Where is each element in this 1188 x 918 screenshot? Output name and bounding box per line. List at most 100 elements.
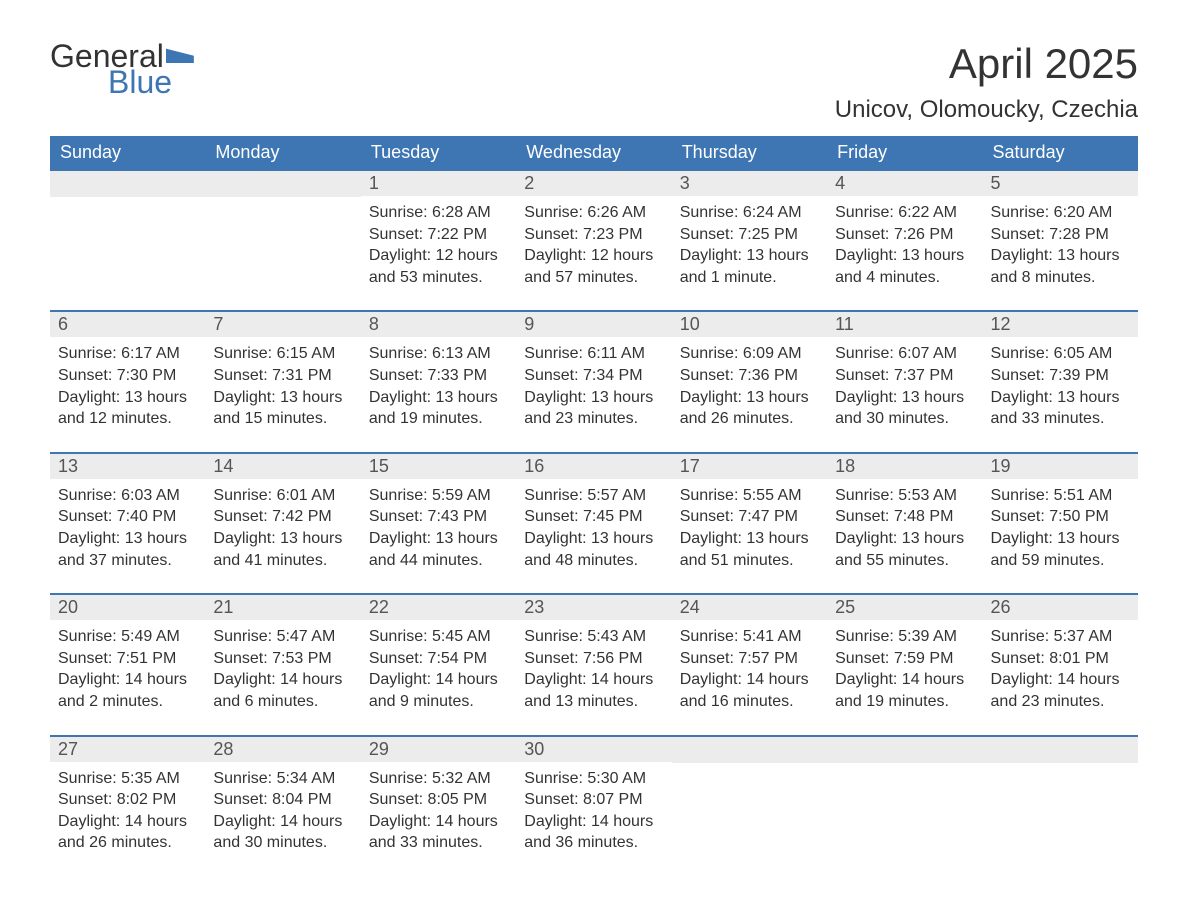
day-body: Sunrise: 5:43 AMSunset: 7:56 PMDaylight:… bbox=[516, 620, 671, 734]
day-body: Sunrise: 6:11 AMSunset: 7:34 PMDaylight:… bbox=[516, 337, 671, 451]
calendar-cell: 23Sunrise: 5:43 AMSunset: 7:56 PMDayligh… bbox=[516, 594, 671, 735]
day-body: Sunrise: 6:09 AMSunset: 7:36 PMDaylight:… bbox=[672, 337, 827, 451]
day-number: 24 bbox=[672, 595, 827, 620]
logo-flag-icon bbox=[166, 45, 194, 63]
daylight-line: Daylight: 14 hours and 33 minutes. bbox=[369, 811, 508, 854]
calendar-week: 27Sunrise: 5:35 AMSunset: 8:02 PMDayligh… bbox=[50, 736, 1138, 876]
sunset-line: Sunset: 8:05 PM bbox=[369, 789, 508, 811]
sunrise-line: Sunrise: 6:11 AM bbox=[524, 343, 663, 365]
sunrise-line: Sunrise: 5:51 AM bbox=[991, 485, 1130, 507]
day-number: 16 bbox=[516, 454, 671, 479]
logo-word2: Blue bbox=[108, 66, 172, 98]
sunrise-line: Sunrise: 6:05 AM bbox=[991, 343, 1130, 365]
day-header: Saturday bbox=[983, 136, 1138, 170]
day-number: 23 bbox=[516, 595, 671, 620]
day-number: 19 bbox=[983, 454, 1138, 479]
sunrise-line: Sunrise: 6:20 AM bbox=[991, 202, 1130, 224]
day-header: Friday bbox=[827, 136, 982, 170]
day-body: Sunrise: 6:26 AMSunset: 7:23 PMDaylight:… bbox=[516, 196, 671, 310]
day-number: 7 bbox=[205, 312, 360, 337]
sunset-line: Sunset: 7:57 PM bbox=[680, 648, 819, 670]
sunset-line: Sunset: 7:59 PM bbox=[835, 648, 974, 670]
calendar-cell bbox=[672, 736, 827, 876]
calendar-cell: 19Sunrise: 5:51 AMSunset: 7:50 PMDayligh… bbox=[983, 453, 1138, 594]
sunrise-line: Sunrise: 5:53 AM bbox=[835, 485, 974, 507]
calendar-cell: 14Sunrise: 6:01 AMSunset: 7:42 PMDayligh… bbox=[205, 453, 360, 594]
sunset-line: Sunset: 7:42 PM bbox=[213, 506, 352, 528]
day-number: 9 bbox=[516, 312, 671, 337]
sunrise-line: Sunrise: 5:41 AM bbox=[680, 626, 819, 648]
day-number: 14 bbox=[205, 454, 360, 479]
day-body: Sunrise: 6:05 AMSunset: 7:39 PMDaylight:… bbox=[983, 337, 1138, 451]
daylight-line: Daylight: 13 hours and 26 minutes. bbox=[680, 387, 819, 430]
calendar-table: Sunday Monday Tuesday Wednesday Thursday… bbox=[50, 136, 1138, 876]
day-header: Wednesday bbox=[516, 136, 671, 170]
day-number bbox=[50, 171, 205, 197]
day-number: 21 bbox=[205, 595, 360, 620]
sunset-line: Sunset: 7:31 PM bbox=[213, 365, 352, 387]
sunset-line: Sunset: 7:36 PM bbox=[680, 365, 819, 387]
sunrise-line: Sunrise: 5:37 AM bbox=[991, 626, 1130, 648]
day-number: 5 bbox=[983, 171, 1138, 196]
calendar-cell: 26Sunrise: 5:37 AMSunset: 8:01 PMDayligh… bbox=[983, 594, 1138, 735]
sunset-line: Sunset: 7:54 PM bbox=[369, 648, 508, 670]
calendar-cell: 15Sunrise: 5:59 AMSunset: 7:43 PMDayligh… bbox=[361, 453, 516, 594]
day-number bbox=[983, 737, 1138, 763]
day-header: Monday bbox=[205, 136, 360, 170]
day-body: Sunrise: 6:17 AMSunset: 7:30 PMDaylight:… bbox=[50, 337, 205, 451]
day-body: Sunrise: 5:37 AMSunset: 8:01 PMDaylight:… bbox=[983, 620, 1138, 734]
daylight-line: Daylight: 13 hours and 33 minutes. bbox=[991, 387, 1130, 430]
day-body: Sunrise: 5:49 AMSunset: 7:51 PMDaylight:… bbox=[50, 620, 205, 734]
day-number: 18 bbox=[827, 454, 982, 479]
day-number: 28 bbox=[205, 737, 360, 762]
day-number: 1 bbox=[361, 171, 516, 196]
day-body: Sunrise: 5:53 AMSunset: 7:48 PMDaylight:… bbox=[827, 479, 982, 593]
daylight-line: Daylight: 13 hours and 30 minutes. bbox=[835, 387, 974, 430]
sunrise-line: Sunrise: 6:07 AM bbox=[835, 343, 974, 365]
daylight-line: Daylight: 13 hours and 15 minutes. bbox=[213, 387, 352, 430]
day-body: Sunrise: 6:07 AMSunset: 7:37 PMDaylight:… bbox=[827, 337, 982, 451]
day-body: Sunrise: 5:34 AMSunset: 8:04 PMDaylight:… bbox=[205, 762, 360, 876]
daylight-line: Daylight: 13 hours and 8 minutes. bbox=[991, 245, 1130, 288]
calendar-cell: 2Sunrise: 6:26 AMSunset: 7:23 PMDaylight… bbox=[516, 170, 671, 311]
sunrise-line: Sunrise: 5:57 AM bbox=[524, 485, 663, 507]
sunrise-line: Sunrise: 5:47 AM bbox=[213, 626, 352, 648]
daylight-line: Daylight: 13 hours and 12 minutes. bbox=[58, 387, 197, 430]
page-subtitle: Unicov, Olomoucky, Czechia bbox=[835, 96, 1138, 124]
day-body bbox=[983, 763, 1138, 843]
day-number: 22 bbox=[361, 595, 516, 620]
calendar-cell: 3Sunrise: 6:24 AMSunset: 7:25 PMDaylight… bbox=[672, 170, 827, 311]
daylight-line: Daylight: 12 hours and 53 minutes. bbox=[369, 245, 508, 288]
calendar-cell: 18Sunrise: 5:53 AMSunset: 7:48 PMDayligh… bbox=[827, 453, 982, 594]
calendar-cell: 13Sunrise: 6:03 AMSunset: 7:40 PMDayligh… bbox=[50, 453, 205, 594]
sunrise-line: Sunrise: 5:35 AM bbox=[58, 768, 197, 790]
sunset-line: Sunset: 7:56 PM bbox=[524, 648, 663, 670]
day-number: 30 bbox=[516, 737, 671, 762]
sunrise-line: Sunrise: 6:28 AM bbox=[369, 202, 508, 224]
calendar-cell: 12Sunrise: 6:05 AMSunset: 7:39 PMDayligh… bbox=[983, 311, 1138, 452]
day-number bbox=[672, 737, 827, 763]
daylight-line: Daylight: 12 hours and 57 minutes. bbox=[524, 245, 663, 288]
day-number: 2 bbox=[516, 171, 671, 196]
day-body: Sunrise: 5:41 AMSunset: 7:57 PMDaylight:… bbox=[672, 620, 827, 734]
day-body: Sunrise: 5:30 AMSunset: 8:07 PMDaylight:… bbox=[516, 762, 671, 876]
sunset-line: Sunset: 7:30 PM bbox=[58, 365, 197, 387]
day-body: Sunrise: 6:15 AMSunset: 7:31 PMDaylight:… bbox=[205, 337, 360, 451]
sunrise-line: Sunrise: 5:39 AM bbox=[835, 626, 974, 648]
calendar-cell bbox=[205, 170, 360, 311]
sunset-line: Sunset: 8:02 PM bbox=[58, 789, 197, 811]
sunset-line: Sunset: 8:04 PM bbox=[213, 789, 352, 811]
day-number: 13 bbox=[50, 454, 205, 479]
title-block: April 2025 Unicov, Olomoucky, Czechia bbox=[835, 40, 1138, 124]
day-body bbox=[205, 197, 360, 277]
sunrise-line: Sunrise: 5:59 AM bbox=[369, 485, 508, 507]
day-number: 25 bbox=[827, 595, 982, 620]
day-header-row: Sunday Monday Tuesday Wednesday Thursday… bbox=[50, 136, 1138, 170]
calendar-body: 1Sunrise: 6:28 AMSunset: 7:22 PMDaylight… bbox=[50, 170, 1138, 876]
sunrise-line: Sunrise: 6:09 AM bbox=[680, 343, 819, 365]
day-body bbox=[672, 763, 827, 843]
sunrise-line: Sunrise: 6:15 AM bbox=[213, 343, 352, 365]
sunset-line: Sunset: 7:39 PM bbox=[991, 365, 1130, 387]
day-number bbox=[827, 737, 982, 763]
sunset-line: Sunset: 7:23 PM bbox=[524, 224, 663, 246]
